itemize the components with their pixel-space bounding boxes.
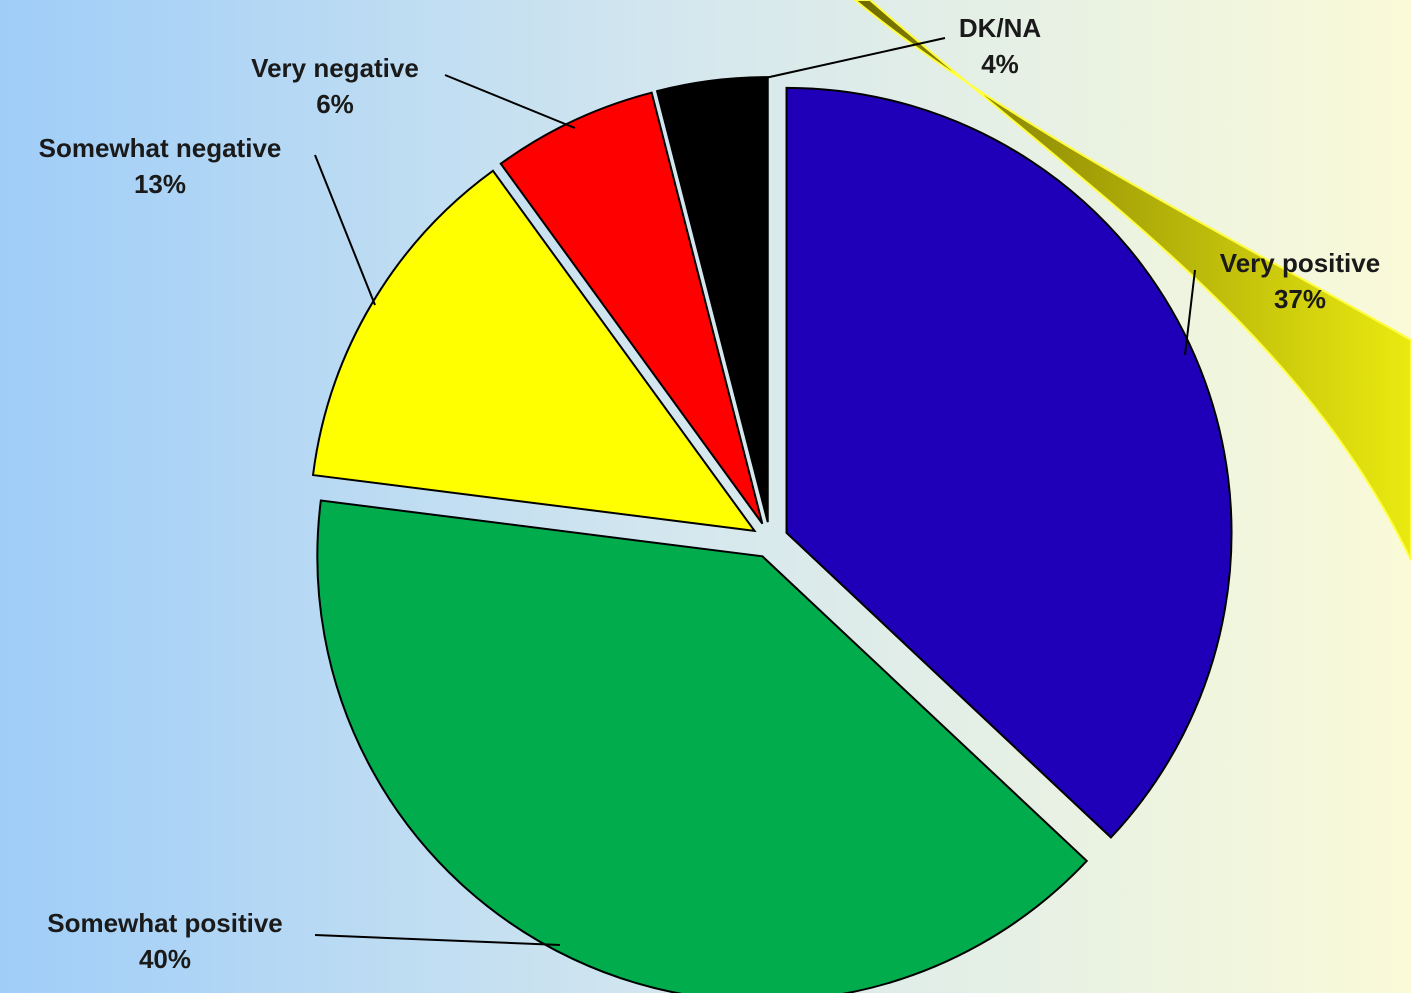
slice-label: Very positive [1220, 248, 1380, 278]
leader-line [444, 74, 576, 129]
pie-slice [499, 91, 764, 525]
slice-value-label: 40% [139, 944, 191, 974]
pie: Very positive 37% Somewhat positive 40% Some… [39, 13, 1380, 993]
slice-label: DK/NA [959, 13, 1042, 43]
leader-line [314, 934, 561, 946]
slice-label: Somewhat positive [47, 908, 283, 938]
leader-line [719, 37, 946, 89]
pie-slice [316, 499, 1089, 993]
slice-value-label: 6% [316, 89, 354, 119]
leader-line [314, 154, 376, 306]
slice-value-label: 37% [1274, 284, 1326, 314]
slice-value-label: 13% [134, 169, 186, 199]
decoration [853, 0, 1411, 561]
slice-label: Very negative [251, 53, 419, 83]
slice-label: Somewhat negative [39, 133, 282, 163]
pie-slice [785, 86, 1233, 839]
slice-value-label: 4% [981, 49, 1019, 79]
leader-line [1184, 269, 1196, 356]
pie-slice [311, 169, 757, 533]
